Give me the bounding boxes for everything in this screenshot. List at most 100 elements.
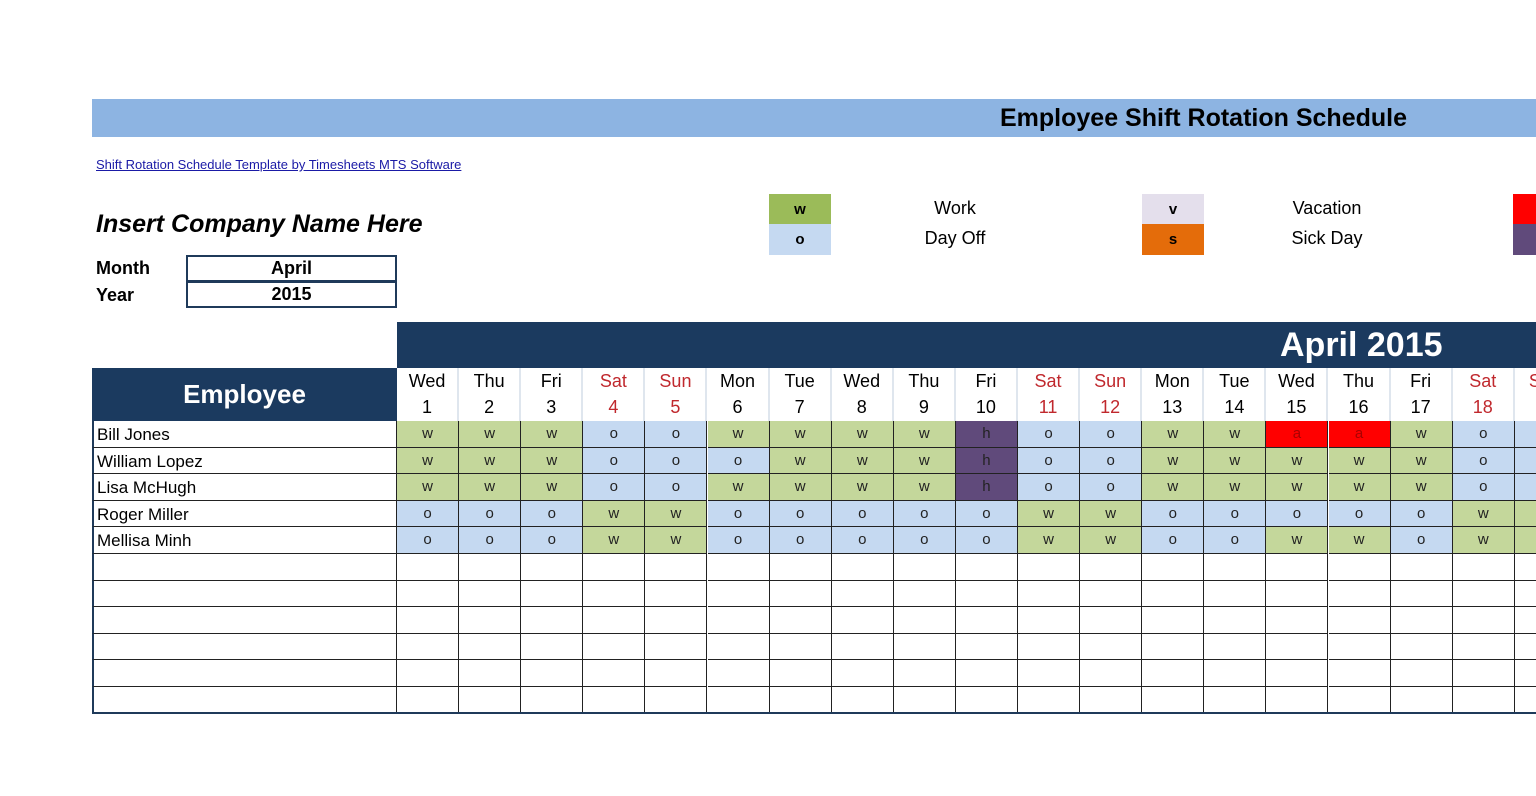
shift-cell[interactable]: o [831, 527, 894, 554]
shift-cell[interactable] [583, 607, 646, 634]
year-field[interactable]: 2015 [186, 281, 397, 308]
shift-cell[interactable]: w [1328, 474, 1391, 501]
shift-cell[interactable]: o [1266, 500, 1329, 528]
shift-cell[interactable]: w [1204, 421, 1267, 448]
shift-cell[interactable]: w [707, 421, 770, 448]
shift-cell[interactable] [521, 633, 584, 661]
shift-cell[interactable] [1266, 607, 1329, 634]
shift-cell[interactable] [1266, 687, 1329, 714]
shift-cell[interactable] [1142, 607, 1205, 634]
shift-cell[interactable]: o [1204, 527, 1267, 554]
employee-name[interactable] [92, 580, 397, 608]
shift-cell[interactable] [893, 660, 956, 687]
shift-cell[interactable]: o [1142, 527, 1205, 554]
shift-cell[interactable]: w [893, 447, 956, 475]
shift-cell[interactable] [831, 687, 894, 714]
shift-cell[interactable]: w [831, 421, 894, 448]
shift-cell[interactable]: o [1328, 500, 1391, 528]
shift-cell[interactable] [1204, 687, 1267, 714]
shift-cell[interactable] [1080, 687, 1143, 714]
shift-cell[interactable] [645, 607, 708, 634]
shift-cell[interactable]: o [397, 500, 460, 528]
shift-cell[interactable] [1328, 687, 1391, 714]
shift-cell[interactable] [1514, 554, 1536, 581]
shift-cell[interactable] [1266, 580, 1329, 608]
shift-cell[interactable]: w [1514, 500, 1536, 528]
shift-cell[interactable]: w [831, 474, 894, 501]
shift-cell[interactable] [955, 580, 1018, 608]
shift-cell[interactable]: o [1018, 474, 1081, 501]
shift-cell[interactable] [1266, 660, 1329, 687]
shift-cell[interactable] [893, 580, 956, 608]
shift-cell[interactable]: w [1142, 474, 1205, 501]
shift-cell[interactable]: o [1514, 474, 1536, 501]
company-name[interactable]: Insert Company Name Here [96, 210, 423, 238]
shift-cell[interactable]: w [459, 474, 522, 501]
shift-cell[interactable] [459, 580, 522, 608]
shift-cell[interactable] [1080, 554, 1143, 581]
shift-cell[interactable] [397, 580, 460, 608]
shift-cell[interactable]: w [1390, 447, 1453, 475]
shift-cell[interactable] [769, 633, 832, 661]
shift-cell[interactable]: o [459, 500, 522, 528]
shift-cell[interactable] [707, 580, 770, 608]
shift-cell[interactable] [955, 687, 1018, 714]
shift-cell[interactable]: o [1514, 447, 1536, 475]
shift-cell[interactable] [459, 687, 522, 714]
shift-cell[interactable]: o [645, 474, 708, 501]
shift-cell[interactable]: w [893, 421, 956, 448]
shift-cell[interactable]: w [1266, 447, 1329, 475]
shift-cell[interactable]: h [955, 474, 1018, 501]
shift-cell[interactable] [955, 660, 1018, 687]
shift-cell[interactable] [1514, 633, 1536, 661]
shift-cell[interactable]: o [1142, 500, 1205, 528]
shift-cell[interactable] [955, 554, 1018, 581]
shift-cell[interactable] [1514, 607, 1536, 634]
shift-cell[interactable]: w [893, 474, 956, 501]
shift-cell[interactable] [1080, 580, 1143, 608]
shift-cell[interactable] [645, 554, 708, 581]
shift-cell[interactable]: w [1452, 527, 1515, 554]
shift-cell[interactable] [583, 554, 646, 581]
employee-name[interactable] [92, 607, 397, 634]
shift-cell[interactable] [769, 580, 832, 608]
shift-cell[interactable]: w [583, 527, 646, 554]
shift-cell[interactable] [645, 687, 708, 714]
shift-cell[interactable] [893, 687, 956, 714]
shift-cell[interactable] [1080, 607, 1143, 634]
shift-cell[interactable]: o [769, 500, 832, 528]
shift-cell[interactable]: w [1080, 527, 1143, 554]
shift-cell[interactable]: w [1390, 421, 1453, 448]
shift-cell[interactable] [1514, 580, 1536, 608]
shift-cell[interactable] [1452, 580, 1515, 608]
shift-cell[interactable]: w [1266, 474, 1329, 501]
template-link[interactable]: Shift Rotation Schedule Template by Time… [96, 157, 462, 172]
shift-cell[interactable]: w [459, 421, 522, 448]
shift-cell[interactable] [1452, 607, 1515, 634]
shift-cell[interactable] [707, 633, 770, 661]
shift-cell[interactable]: w [521, 474, 584, 501]
employee-name[interactable] [92, 660, 397, 687]
shift-cell[interactable] [1018, 660, 1081, 687]
shift-cell[interactable] [1390, 660, 1453, 687]
shift-cell[interactable]: o [1514, 421, 1536, 448]
shift-cell[interactable]: o [583, 447, 646, 475]
shift-cell[interactable] [955, 633, 1018, 661]
shift-cell[interactable] [583, 687, 646, 714]
shift-cell[interactable]: o [1018, 447, 1081, 475]
shift-cell[interactable] [521, 580, 584, 608]
shift-cell[interactable] [707, 607, 770, 634]
shift-cell[interactable] [1328, 633, 1391, 661]
shift-cell[interactable] [645, 660, 708, 687]
shift-cell[interactable] [1328, 580, 1391, 608]
shift-cell[interactable] [459, 660, 522, 687]
shift-cell[interactable]: w [1452, 500, 1515, 528]
employee-name[interactable]: Mellisa Minh [92, 527, 397, 554]
shift-cell[interactable] [521, 554, 584, 581]
shift-cell[interactable]: o [1452, 474, 1515, 501]
shift-cell[interactable]: w [397, 421, 460, 448]
shift-cell[interactable] [1452, 687, 1515, 714]
shift-cell[interactable] [1452, 660, 1515, 687]
shift-cell[interactable] [707, 554, 770, 581]
shift-cell[interactable] [1390, 554, 1453, 581]
